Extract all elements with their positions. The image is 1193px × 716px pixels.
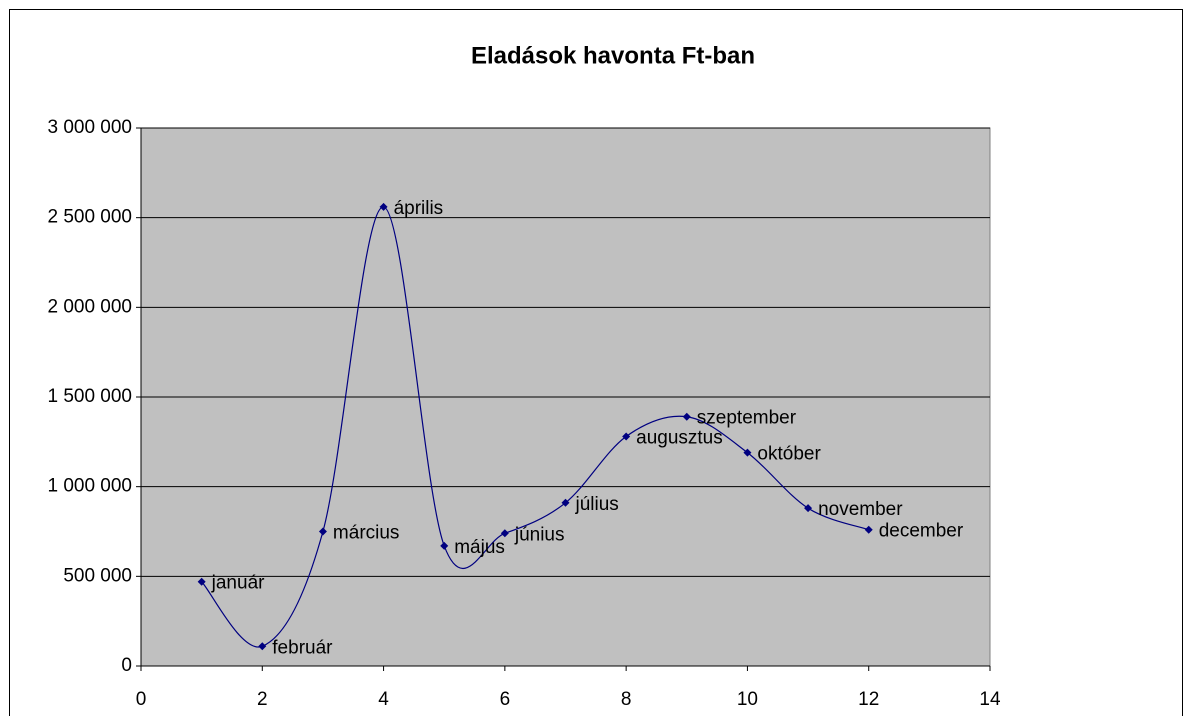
x-tick-label: 2	[257, 689, 268, 710]
data-label: augusztus	[636, 427, 723, 448]
point-marker	[561, 498, 570, 507]
point-marker	[379, 202, 388, 211]
data-label: április	[394, 198, 444, 219]
data-label: március	[333, 523, 400, 544]
series-line	[201, 206, 869, 648]
x-tick-label: 0	[136, 689, 147, 710]
data-label: szeptember	[697, 408, 797, 429]
data-label: július	[575, 494, 619, 515]
y-tick-label: 1 000 000	[47, 476, 132, 497]
point-marker	[743, 448, 752, 457]
point-marker	[864, 525, 873, 534]
chart-title: Eladások havonta Ft-ban	[471, 42, 755, 69]
y-tick-label: 1 500 000	[47, 386, 132, 407]
x-tick-label: 14	[979, 689, 1001, 710]
data-label: május	[454, 537, 505, 558]
y-tick-label: 2 500 000	[47, 207, 132, 228]
point-marker	[804, 504, 813, 513]
data-label: október	[757, 444, 821, 465]
x-tick-label: 12	[858, 689, 879, 710]
x-tick-label: 8	[621, 689, 632, 710]
data-label: június	[514, 524, 565, 545]
data-label: november	[818, 499, 903, 520]
y-tick-label: 3 000 000	[47, 117, 132, 138]
x-tick-label: 10	[737, 689, 758, 710]
point-marker	[622, 432, 631, 441]
point-marker	[197, 577, 206, 586]
data-label: február	[272, 637, 333, 658]
point-marker	[682, 412, 691, 421]
x-tick-label: 6	[500, 689, 511, 710]
y-tick-label: 2 000 000	[47, 296, 132, 317]
x-tick-label: 4	[378, 689, 389, 710]
y-tick-label: 500 000	[63, 565, 132, 586]
y-tick-label: 0	[121, 655, 132, 676]
point-marker	[440, 541, 449, 550]
point-marker	[500, 529, 509, 538]
point-marker	[318, 527, 327, 536]
data-label: december	[879, 521, 964, 542]
point-marker	[258, 642, 267, 651]
data-label: január	[211, 573, 265, 594]
